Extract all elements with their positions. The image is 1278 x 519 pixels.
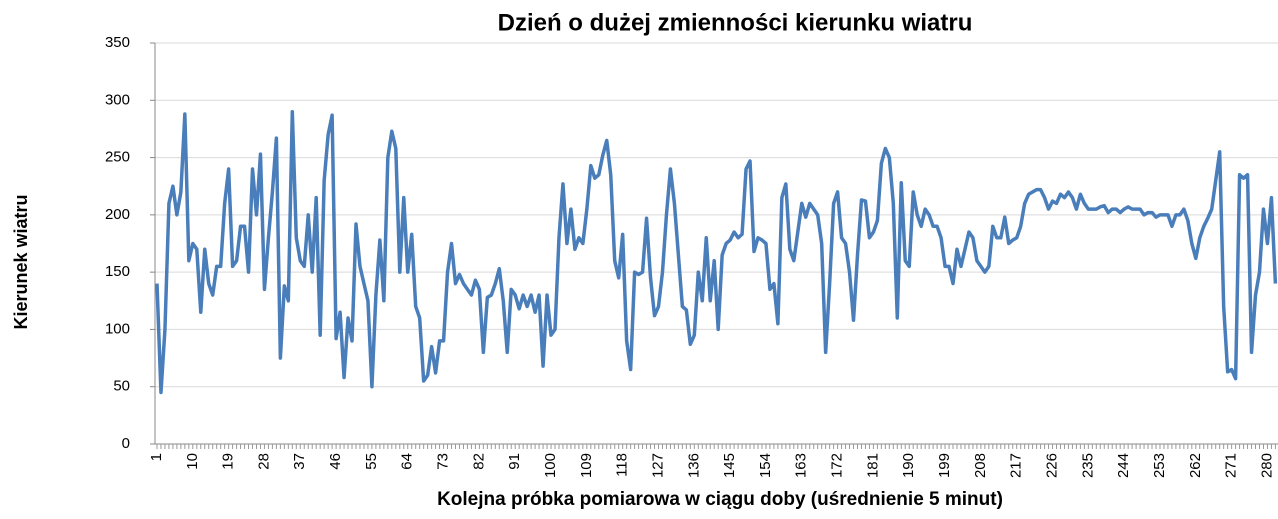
x-tick-label: 280 (1258, 453, 1275, 478)
y-tick-label: 150 (105, 263, 130, 280)
x-tick-label: 73 (435, 453, 452, 470)
x-tick-label: 199 (936, 453, 953, 478)
x-tick-label: 136 (685, 453, 702, 478)
x-tick-label: 100 (542, 453, 559, 478)
y-tick-label: 50 (113, 378, 130, 395)
x-tick-label: 235 (1079, 453, 1096, 478)
x-tick-label: 190 (900, 453, 917, 478)
y-axis-label: Kierunek wiatru (11, 194, 31, 329)
x-tick-label: 109 (578, 453, 595, 478)
x-tick-label: 244 (1115, 453, 1132, 478)
x-tick-label: 46 (327, 453, 344, 470)
x-tick-label: 64 (399, 453, 416, 470)
y-tick-label: 200 (105, 206, 130, 223)
x-tick-label: 181 (864, 453, 881, 478)
y-tick-label: 300 (105, 91, 130, 108)
x-axis-label: Kolejna próbka pomiarowa w ciągu doby (u… (437, 489, 1003, 510)
x-tick-label: 1 (148, 453, 165, 461)
x-tick-label: 226 (1043, 453, 1060, 478)
y-tick-label: 0 (122, 435, 130, 452)
x-tick-label: 37 (291, 453, 308, 470)
y-tick-label: 350 (105, 34, 130, 51)
x-tick-label: 145 (721, 453, 738, 478)
x-tick-label: 118 (614, 453, 631, 477)
x-tick-label: 55 (363, 453, 380, 470)
x-tick-label: 172 (829, 453, 846, 478)
data-line (155, 109, 1278, 395)
y-tick-label: 100 (105, 320, 130, 337)
x-tick-label: 82 (470, 453, 487, 470)
x-tick-label: 127 (649, 453, 666, 478)
x-tick-label: 271 (1223, 453, 1240, 478)
x-tick-label: 217 (1008, 453, 1025, 478)
x-tick-label: 19 (220, 453, 237, 470)
x-tick-label: 10 (184, 453, 201, 470)
y-tick-label: 250 (105, 149, 130, 166)
x-tick-label: 262 (1187, 453, 1204, 478)
chart-title: Dzień o dużej zmienności kierunku wiatru (498, 9, 973, 36)
x-tick-label: 91 (506, 453, 523, 470)
x-tick-label: 253 (1151, 453, 1168, 478)
x-tick-label: 28 (255, 453, 272, 470)
x-tick-label: 208 (972, 453, 989, 478)
x-tick-label: 163 (793, 453, 810, 478)
x-tick-label: 154 (757, 453, 774, 478)
